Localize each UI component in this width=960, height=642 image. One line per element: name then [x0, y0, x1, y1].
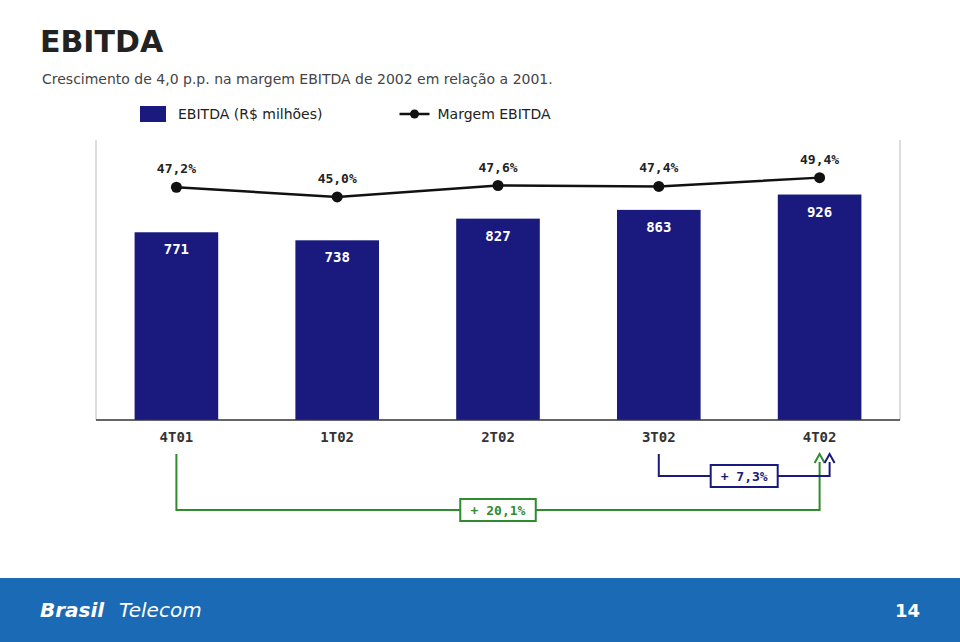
x-tick-label: 4T01 — [160, 429, 194, 445]
bracket: + 20,1% — [176, 454, 824, 521]
data-labels: 771 738 827 863 926 47,2% 45,0% 47,6% 47,4% 49,4% — [157, 152, 840, 266]
title: EBITDA — [40, 24, 164, 59]
annotations: + 20,1% + 7,3% — [176, 454, 834, 521]
footer-text: Brasil — [40, 598, 105, 622]
marker — [814, 172, 825, 183]
page: {"chart_data": { "type": "bar", "title":… — [0, 0, 960, 642]
legend-swatch — [140, 106, 166, 122]
chart: EBITDA Crescimento de 4,0 p.p. na margem … — [0, 0, 960, 642]
x-axis-line — [96, 419, 900, 421]
data — [135, 172, 862, 420]
x-tick-label: 4T02 — [803, 429, 837, 445]
x-tick-label: 3T02 — [642, 429, 676, 445]
bar-label: 771 — [164, 241, 189, 257]
bar-label: 827 — [485, 228, 510, 244]
page-number: 14 — [895, 600, 920, 621]
bar — [778, 195, 862, 420]
y-axis-line — [96, 140, 97, 420]
line-label: 49,4% — [800, 152, 839, 167]
line-label: 47,2% — [157, 161, 196, 176]
marker — [332, 191, 343, 202]
line — [176, 178, 819, 197]
bar-label: 863 — [646, 219, 671, 235]
legend-label: EBITDA (R$ milhões) — [178, 106, 322, 122]
bar — [617, 210, 701, 420]
annotation-box — [711, 465, 778, 487]
legend-item: Margem EBITDA — [400, 106, 551, 122]
line-label: 47,4% — [639, 160, 678, 175]
subtitle: Crescimento de 4,0 p.p. na margem EBITDA… — [42, 71, 553, 87]
bracket-arrow — [825, 454, 835, 463]
line-label: 47,6% — [478, 160, 517, 175]
annotation-label: + 7,3% — [721, 469, 768, 484]
bracket-arrow — [815, 454, 825, 463]
bar — [295, 240, 379, 420]
bar — [456, 219, 540, 420]
annotation-label: + 20,1% — [471, 503, 526, 518]
footer-text: Telecom — [119, 598, 202, 622]
bracket: + 7,3% — [659, 454, 835, 487]
y2-axis-line — [900, 140, 901, 420]
marker — [653, 181, 664, 192]
x-tick-label: 1T02 — [320, 429, 354, 445]
legend-marker — [410, 110, 419, 119]
legend: EBITDA (R$ milhões) Margem EBITDA — [140, 106, 551, 122]
bar — [135, 232, 219, 420]
footer: Brasil Telecom 14 — [0, 578, 960, 642]
x-tick-label: 2T02 — [481, 429, 515, 445]
legend-item: EBITDA (R$ milhões) — [140, 106, 322, 122]
annotation-box — [460, 499, 536, 521]
bar-label: 926 — [807, 204, 832, 220]
marker — [171, 182, 182, 193]
bar-label: 738 — [325, 249, 350, 265]
marker — [493, 180, 504, 191]
legend-label: Margem EBITDA — [438, 106, 551, 122]
line-label: 45,0% — [318, 171, 357, 186]
footer-band — [0, 578, 960, 642]
